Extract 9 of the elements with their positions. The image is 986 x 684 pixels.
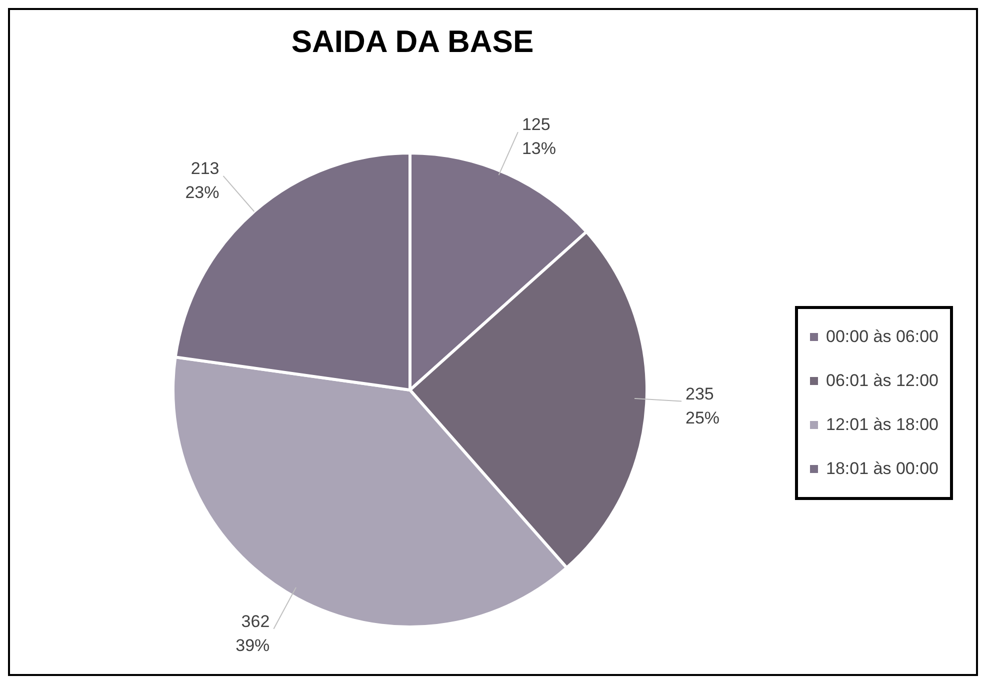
data-label: 362 39% [236, 612, 270, 655]
chart-title: SAIDA DA BASE [290, 24, 535, 60]
legend-label: 12:01 às 18:00 [825, 414, 938, 436]
data-label: 125 13% [522, 115, 556, 158]
legend-label: 06:01 às 12:00 [825, 370, 938, 392]
legend-label: 00:00 às 06:00 [825, 326, 938, 348]
data-label: 235 25% [686, 384, 720, 428]
legend-label: 18:01 às 00:00 [825, 458, 938, 480]
data-label: 213 23% [185, 158, 220, 202]
